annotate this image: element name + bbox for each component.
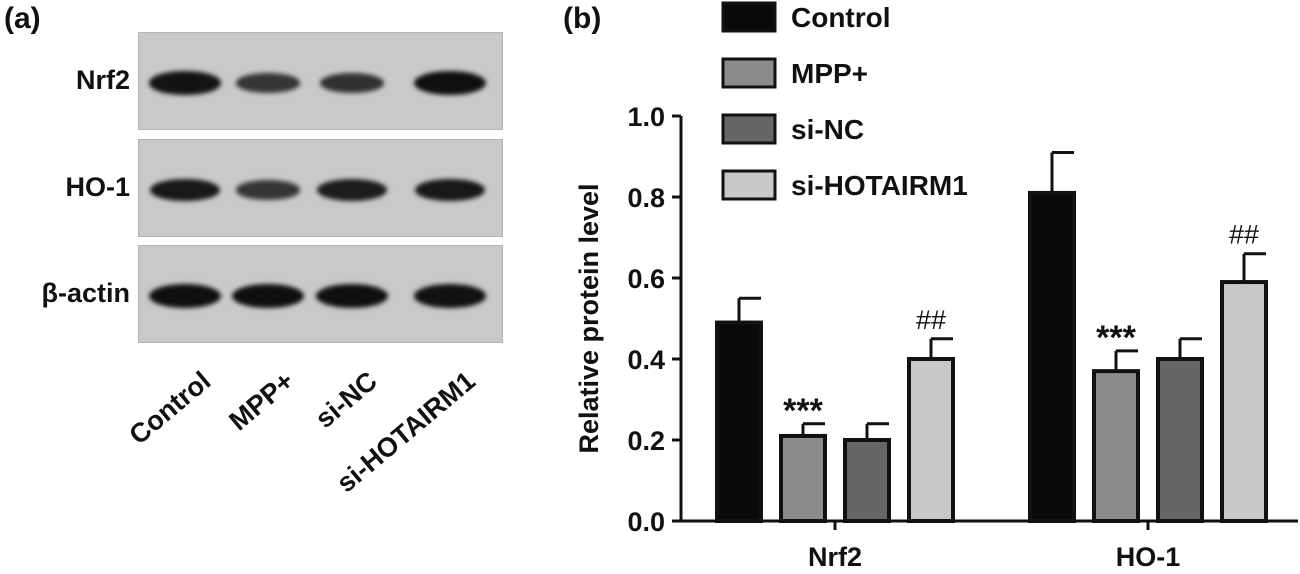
blot-band	[149, 71, 221, 95]
blot-lane-label: Control	[123, 365, 217, 451]
blot-band	[236, 73, 300, 93]
significance-annotation: ***	[1096, 319, 1136, 357]
legend-swatch	[721, 57, 777, 89]
blot-band	[414, 71, 486, 95]
blot-band	[236, 180, 300, 200]
bar-chart: 0.0 0.2 0.4 0.6 0.8 1.0 Relative protein level…	[574, 1, 1298, 572]
legend-swatch	[721, 1, 777, 33]
significance-annotation: ##	[1229, 220, 1259, 250]
blot-figure: Nrf2 HO-1 β-actin Control MPP+ si-NC si-HOTAIR…	[0, 0, 520, 574]
blot-band	[316, 284, 388, 308]
legend-swatch	[721, 113, 777, 145]
blot-band	[232, 284, 304, 308]
y-tick-label: 0.6	[627, 264, 665, 294]
blot-band	[317, 178, 387, 202]
bar	[843, 438, 891, 523]
blot-row-label: HO-1	[65, 172, 130, 202]
blot-row-label: β-actin	[41, 278, 131, 308]
x-category-label: Nrf2	[808, 542, 862, 572]
panel-b-label: (b)	[563, 2, 602, 35]
y-tick-label: 1.0	[627, 102, 665, 132]
blot-band	[319, 73, 385, 93]
bar	[907, 357, 955, 523]
x-category-label: HO-1	[1116, 542, 1181, 572]
y-tick-label: 0.0	[627, 507, 665, 537]
blot-row-label: Nrf2	[75, 65, 130, 95]
y-axis-label: Relative protein level	[574, 183, 604, 453]
legend-label: si-HOTAIRM1	[791, 170, 968, 201]
y-tick-label: 0.2	[627, 426, 665, 456]
bar	[1092, 369, 1140, 523]
panel-a-label: (a)	[4, 2, 41, 35]
blot-band	[414, 284, 486, 308]
legend-swatch	[721, 169, 777, 201]
legend-label: MPP+	[791, 58, 868, 89]
y-tick-label: 0.4	[627, 345, 665, 375]
significance-annotation: ***	[783, 392, 823, 430]
blot-lane-label: MPP+	[223, 365, 300, 437]
bar	[1220, 280, 1268, 523]
blot-lane-label: si-NC	[310, 365, 384, 434]
y-tick-label: 0.8	[627, 183, 665, 213]
bar	[1156, 357, 1204, 523]
blot-band	[149, 178, 221, 202]
blot-band	[149, 284, 221, 308]
legend-label: si-NC	[791, 114, 864, 145]
bar	[715, 320, 763, 523]
significance-annotation: ##	[916, 305, 946, 335]
legend-label: Control	[791, 2, 891, 33]
blot-band	[414, 178, 486, 202]
bar	[779, 433, 827, 524]
bar	[1028, 190, 1076, 523]
